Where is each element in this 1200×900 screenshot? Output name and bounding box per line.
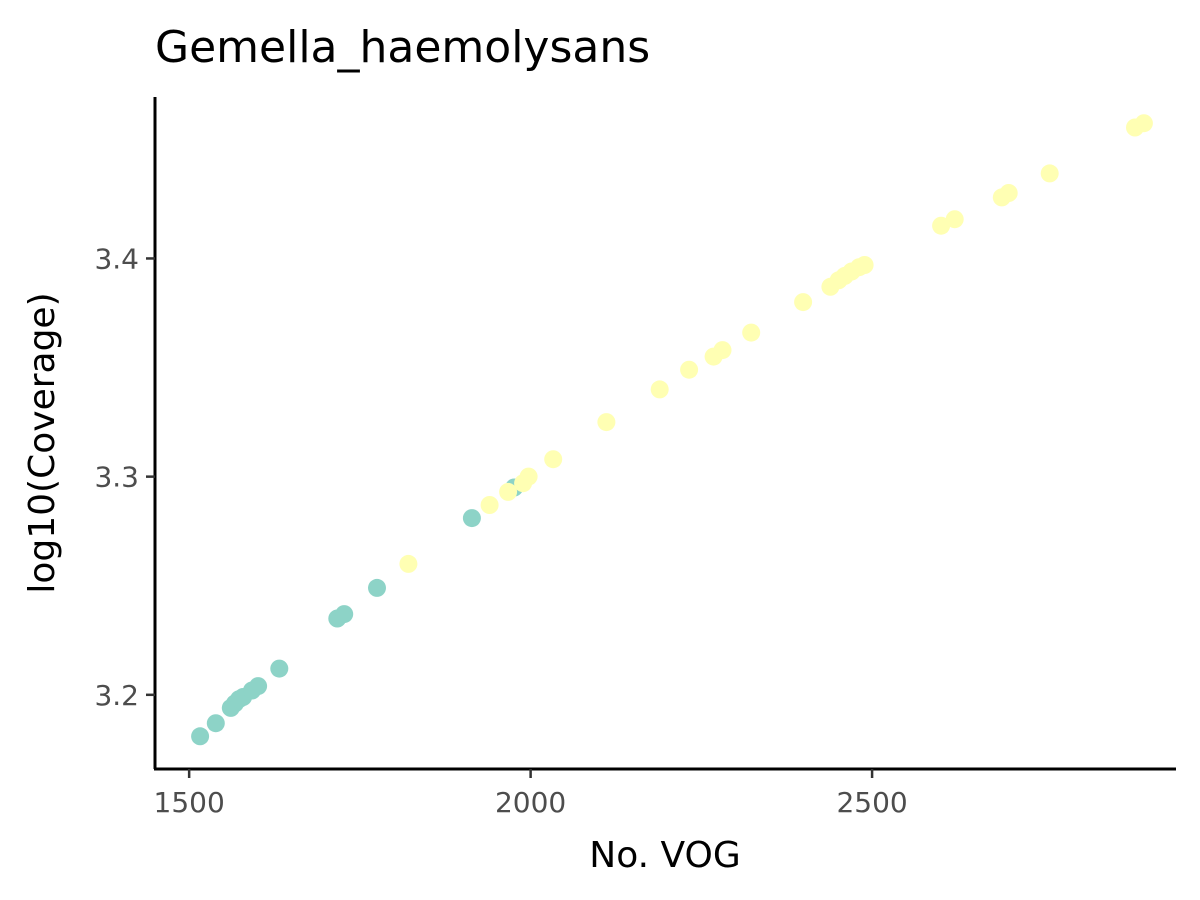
chart-title: Gemella_haemolysans [155, 22, 650, 73]
x-axis-ticks: 1500 2000 2500 [154, 769, 908, 819]
data-point [249, 677, 268, 696]
data-point [597, 413, 616, 432]
data-point [480, 496, 499, 514]
data-point [742, 323, 761, 342]
y-axis-title: log10(Coverage) [22, 292, 63, 593]
x-tick-label: 2000 [495, 786, 566, 819]
data-point [932, 216, 951, 235]
data-point [544, 450, 563, 469]
data-point [519, 467, 538, 486]
y-axis-ticks: 3.2 3.3 3.4 [94, 242, 155, 712]
x-tick-label: 2500 [836, 786, 907, 819]
data-point [191, 727, 210, 746]
data-point [206, 714, 225, 733]
data-point [945, 210, 964, 229]
data-point [1134, 114, 1153, 133]
y-tick-label: 3.2 [94, 679, 139, 712]
x-tick-label: 1500 [154, 786, 225, 819]
data-point [270, 659, 289, 678]
y-tick-label: 3.3 [94, 461, 139, 494]
data-point [794, 293, 813, 312]
data-point [713, 341, 732, 360]
data-point [1040, 164, 1059, 183]
data-points [191, 114, 1153, 746]
data-point [855, 256, 874, 274]
data-point [335, 605, 354, 624]
y-tick-label: 3.4 [94, 242, 139, 275]
data-point [999, 184, 1018, 202]
data-point [650, 380, 669, 399]
data-point [399, 554, 418, 573]
x-axis-title: No. VOG [589, 835, 740, 876]
data-point [499, 482, 518, 501]
data-point [368, 578, 386, 597]
data-point [462, 509, 481, 528]
data-point [680, 360, 699, 379]
